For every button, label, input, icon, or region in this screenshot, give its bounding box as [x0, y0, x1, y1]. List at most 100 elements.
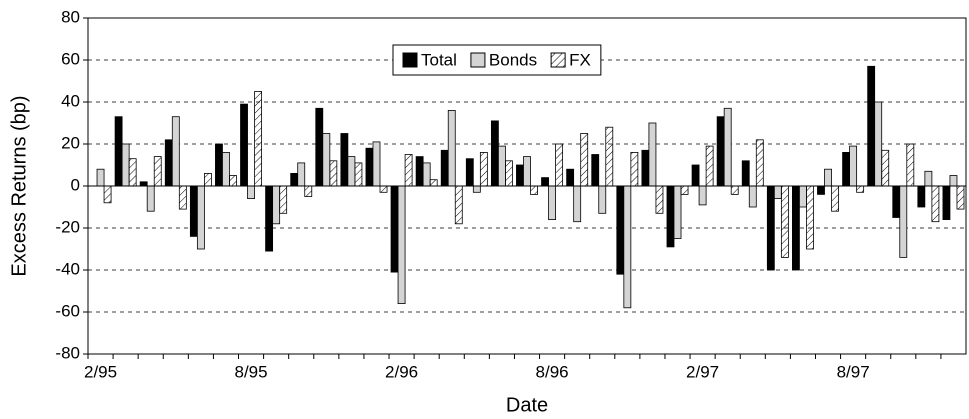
bar — [465, 158, 474, 187]
bar — [498, 145, 506, 187]
bar — [322, 133, 331, 187]
bar — [924, 170, 933, 187]
bar — [956, 185, 965, 210]
bar — [806, 185, 814, 250]
bar — [555, 143, 564, 187]
y-tick-label: 60 — [61, 49, 80, 68]
bar — [573, 185, 582, 223]
bar — [849, 145, 858, 187]
bar — [598, 185, 607, 214]
bar — [856, 185, 865, 193]
bar — [548, 185, 556, 220]
bar — [673, 185, 682, 239]
bar — [347, 156, 356, 187]
bar — [723, 107, 732, 187]
bar — [892, 185, 901, 218]
bar — [842, 151, 851, 187]
bar — [906, 143, 915, 187]
bar — [397, 185, 406, 304]
y-tick-label: -80 — [55, 343, 80, 362]
bar — [799, 185, 807, 208]
bar — [792, 185, 800, 271]
bar — [899, 185, 908, 258]
bar — [171, 116, 180, 187]
bar — [422, 162, 431, 187]
y-tick-label: 40 — [61, 91, 80, 110]
bar — [222, 151, 230, 187]
bar — [146, 185, 155, 212]
x-tick-label: 2/97 — [686, 362, 719, 381]
legend-label: Total — [421, 50, 457, 69]
y-tick-label: 80 — [61, 7, 80, 26]
y-axis-title: Excess Returns (bp) — [8, 95, 30, 276]
bar — [203, 172, 212, 187]
bar — [874, 101, 883, 187]
bar — [490, 120, 499, 187]
bar — [766, 185, 775, 271]
bar — [454, 185, 463, 225]
bar — [741, 160, 750, 187]
bar — [623, 185, 632, 309]
bar — [680, 185, 689, 195]
bar — [648, 122, 657, 187]
bar — [655, 185, 664, 214]
bar — [103, 185, 112, 204]
bar — [523, 156, 531, 187]
bar — [178, 185, 187, 210]
bar — [580, 133, 589, 187]
legend-label: FX — [569, 50, 591, 69]
y-tick-label: 20 — [61, 133, 80, 152]
x-tick-label: 8/95 — [235, 362, 268, 381]
bar — [440, 149, 449, 187]
bar — [691, 164, 700, 187]
bar — [254, 91, 262, 187]
bar — [666, 185, 675, 248]
bar — [429, 179, 438, 187]
bar — [541, 177, 549, 187]
bar — [472, 185, 481, 193]
bar — [516, 164, 524, 187]
bar — [867, 65, 876, 187]
bar — [817, 185, 825, 195]
bar — [279, 185, 288, 214]
x-tick-label: 8/97 — [837, 362, 870, 381]
bar — [641, 149, 650, 187]
bar — [630, 151, 639, 187]
y-tick-label: -20 — [55, 217, 80, 236]
x-axis-title: Date — [506, 394, 548, 416]
bar — [773, 185, 782, 199]
plot-frame — [87, 17, 967, 355]
bar — [591, 154, 600, 187]
bar — [780, 185, 789, 258]
x-tick-label: 2/95 — [84, 362, 117, 381]
bar — [605, 126, 614, 187]
bar — [215, 143, 223, 187]
x-tick-label: 2/96 — [385, 362, 418, 381]
bar — [139, 181, 148, 187]
bar — [730, 185, 739, 195]
bar — [265, 185, 274, 252]
bar — [189, 185, 198, 237]
bar — [315, 107, 324, 187]
legend: Total Bonds FX — [402, 50, 591, 69]
bar — [748, 185, 757, 208]
bar — [831, 185, 839, 212]
bar — [942, 185, 951, 220]
bar — [698, 185, 707, 206]
bar — [247, 185, 255, 199]
bar — [297, 162, 306, 187]
legend-box — [392, 44, 602, 76]
bar — [290, 172, 299, 187]
bar — [716, 116, 725, 187]
bar — [354, 162, 363, 187]
y-tick-label: -60 — [55, 301, 80, 320]
bar — [164, 139, 173, 187]
bar — [616, 185, 625, 275]
bar — [566, 168, 575, 187]
bar — [447, 110, 456, 187]
bar — [340, 133, 349, 187]
bar — [196, 185, 205, 250]
bar — [240, 103, 248, 187]
bar — [153, 156, 162, 187]
